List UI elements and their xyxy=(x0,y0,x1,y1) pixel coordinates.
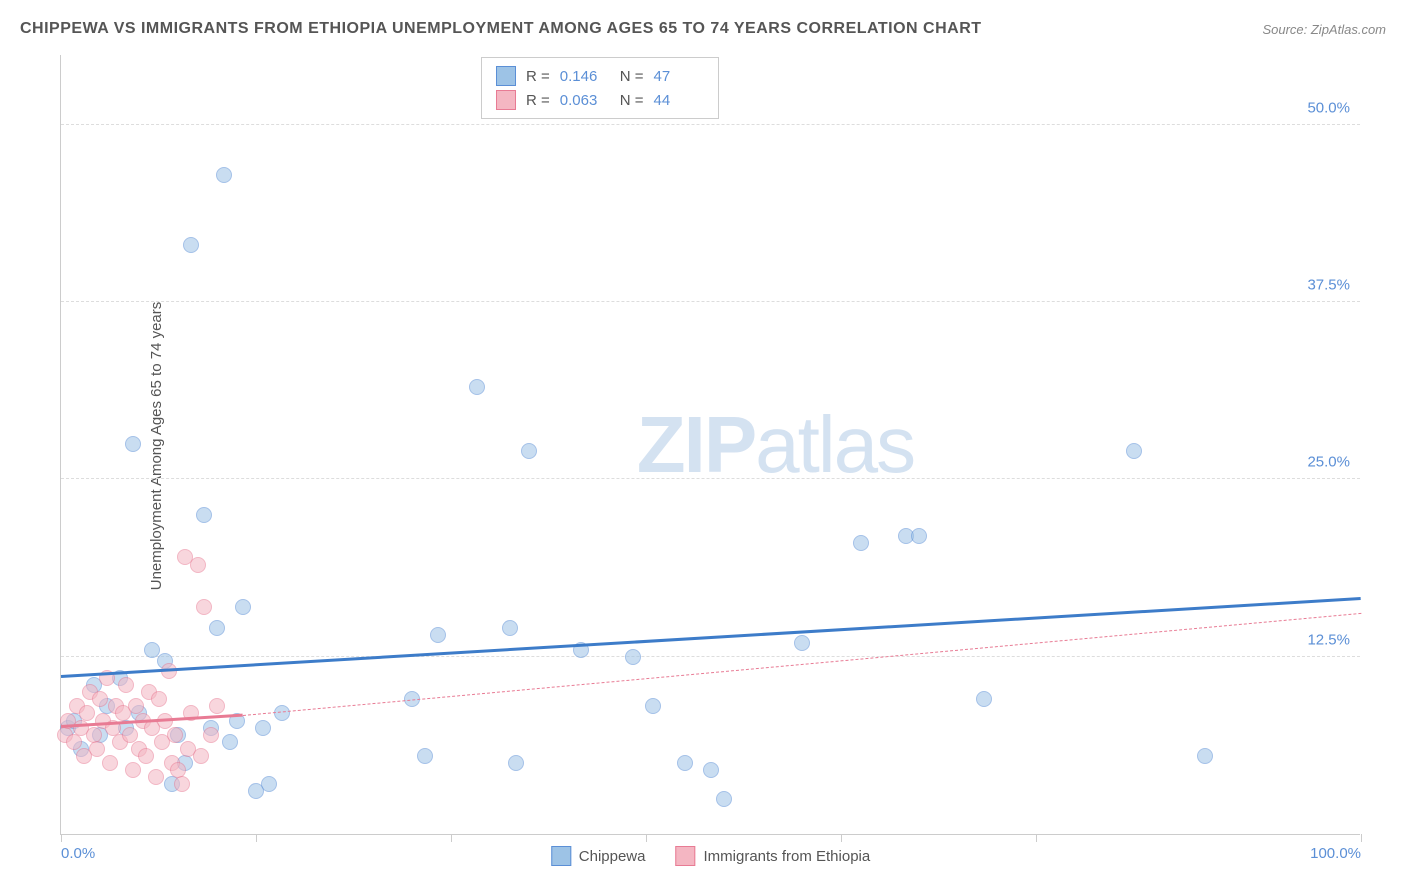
scatter-point xyxy=(853,535,869,551)
scatter-point xyxy=(151,691,167,707)
scatter-point xyxy=(274,705,290,721)
correlation-stats-box: R = 0.146 N = 47 R = 0.063 N = 44 xyxy=(481,57,719,119)
scatter-point xyxy=(193,748,209,764)
swatch-series1 xyxy=(496,66,516,86)
scatter-point xyxy=(209,620,225,636)
gridline xyxy=(61,478,1360,479)
scatter-point xyxy=(508,755,524,771)
y-tick-label: 50.0% xyxy=(1307,99,1350,116)
scatter-point xyxy=(183,237,199,253)
scatter-point xyxy=(261,776,277,792)
scatter-point xyxy=(167,727,183,743)
scatter-point xyxy=(102,755,118,771)
y-tick-label: 37.5% xyxy=(1307,277,1350,294)
scatter-point xyxy=(794,635,810,651)
watermark: ZIPatlas xyxy=(637,399,914,491)
scatter-point xyxy=(521,443,537,459)
stat-n-series1: 47 xyxy=(654,68,704,85)
y-tick-label: 25.0% xyxy=(1307,454,1350,471)
scatter-point xyxy=(196,599,212,615)
x-tick xyxy=(451,834,452,842)
gridline xyxy=(61,656,1360,657)
scatter-point xyxy=(66,734,82,750)
scatter-point xyxy=(89,741,105,757)
scatter-point xyxy=(469,379,485,395)
scatter-point xyxy=(190,557,206,573)
stats-row-series1: R = 0.146 N = 47 xyxy=(496,64,704,88)
scatter-point xyxy=(118,677,134,693)
scatter-point xyxy=(196,507,212,523)
stats-row-series2: R = 0.063 N = 44 xyxy=(496,88,704,112)
bottom-legend: Chippewa Immigrants from Ethiopia xyxy=(551,846,870,866)
scatter-point xyxy=(1126,443,1142,459)
legend-label-series2: Immigrants from Ethiopia xyxy=(703,848,870,865)
scatter-point xyxy=(255,720,271,736)
scatter-point xyxy=(677,755,693,771)
scatter-point xyxy=(92,691,108,707)
stat-label-n: N = xyxy=(620,68,644,85)
scatter-point xyxy=(125,762,141,778)
stat-label-r: R = xyxy=(526,92,550,109)
scatter-point xyxy=(716,791,732,807)
x-tick xyxy=(646,834,647,842)
scatter-point xyxy=(645,698,661,714)
scatter-point xyxy=(430,627,446,643)
stat-r-series1: 0.146 xyxy=(560,68,610,85)
x-tick xyxy=(256,834,257,842)
scatter-point xyxy=(79,705,95,721)
scatter-point xyxy=(502,620,518,636)
scatter-point xyxy=(703,762,719,778)
scatter-point xyxy=(417,748,433,764)
legend-swatch-series2 xyxy=(675,846,695,866)
scatter-point xyxy=(1197,748,1213,764)
scatter-point xyxy=(216,167,232,183)
scatter-point xyxy=(235,599,251,615)
x-tick xyxy=(1036,834,1037,842)
stat-label-n: N = xyxy=(620,92,644,109)
legend-item-series1: Chippewa xyxy=(551,846,646,866)
x-tick xyxy=(61,834,62,842)
scatter-point xyxy=(976,691,992,707)
watermark-light: atlas xyxy=(755,400,914,489)
x-tick-label-start: 0.0% xyxy=(61,845,95,862)
scatter-point xyxy=(174,776,190,792)
legend-swatch-series1 xyxy=(551,846,571,866)
scatter-point xyxy=(203,727,219,743)
swatch-series2 xyxy=(496,90,516,110)
scatter-point xyxy=(625,649,641,665)
scatter-point xyxy=(222,734,238,750)
chart-title: CHIPPEWA VS IMMIGRANTS FROM ETHIOPIA UNE… xyxy=(20,20,982,38)
chart-source: Source: ZipAtlas.com xyxy=(1262,22,1386,37)
scatter-point xyxy=(148,769,164,785)
stat-label-r: R = xyxy=(526,68,550,85)
y-tick-label: 12.5% xyxy=(1307,631,1350,648)
gridline xyxy=(61,301,1360,302)
legend-item-series2: Immigrants from Ethiopia xyxy=(675,846,870,866)
stat-n-series2: 44 xyxy=(654,92,704,109)
scatter-point xyxy=(911,528,927,544)
x-tick xyxy=(841,834,842,842)
x-tick-label-end: 100.0% xyxy=(1310,845,1361,862)
scatter-point xyxy=(138,748,154,764)
trend-line xyxy=(61,597,1361,678)
scatter-point xyxy=(125,436,141,452)
scatter-point xyxy=(209,698,225,714)
legend-label-series1: Chippewa xyxy=(579,848,646,865)
watermark-bold: ZIP xyxy=(637,400,755,489)
stat-r-series2: 0.063 xyxy=(560,92,610,109)
chart-header: CHIPPEWA VS IMMIGRANTS FROM ETHIOPIA UNE… xyxy=(20,20,1386,38)
gridline xyxy=(61,124,1360,125)
chart-plot-area: ZIPatlas R = 0.146 N = 47 R = 0.063 N = … xyxy=(60,55,1360,835)
x-tick xyxy=(1361,834,1362,842)
